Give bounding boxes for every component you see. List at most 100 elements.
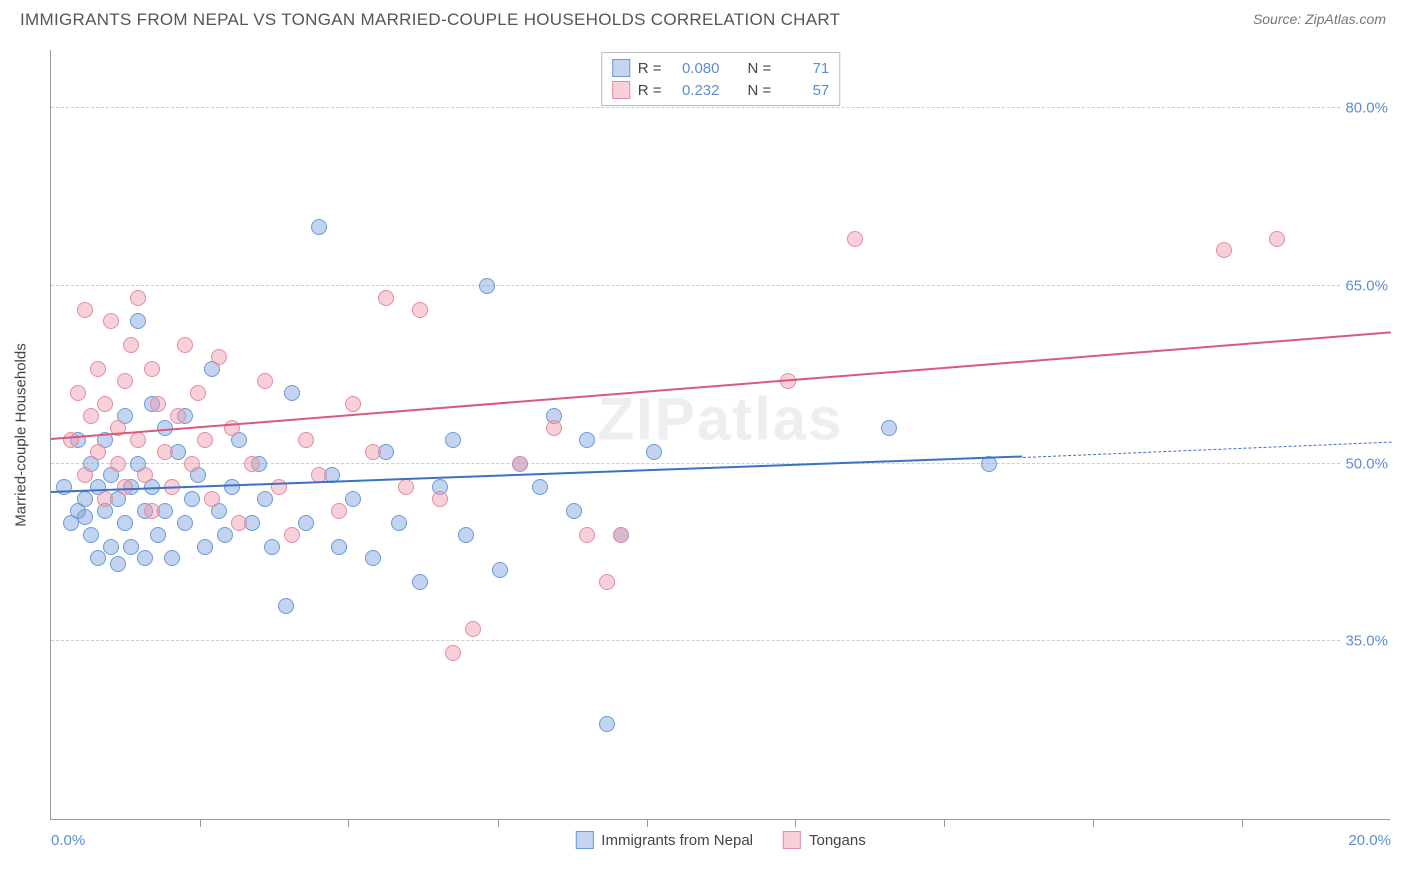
legend-swatch (612, 81, 630, 99)
data-point (412, 302, 428, 318)
legend-r-value: 0.232 (670, 82, 720, 99)
y-tick-label: 65.0% (1341, 277, 1392, 294)
data-point (224, 479, 240, 495)
data-point (110, 556, 126, 572)
data-point (445, 432, 461, 448)
legend-series-item: Immigrants from Nepal (575, 831, 753, 849)
watermark: ZIPatlas (597, 385, 843, 454)
data-point (144, 503, 160, 519)
data-point (77, 491, 93, 507)
x-tick (795, 819, 796, 827)
data-point (398, 479, 414, 495)
data-point (378, 290, 394, 306)
data-point (63, 432, 79, 448)
data-point (90, 444, 106, 460)
x-tick (1242, 819, 1243, 827)
data-point (184, 491, 200, 507)
data-point (492, 562, 508, 578)
data-point (83, 527, 99, 543)
data-point (177, 337, 193, 353)
data-point (284, 527, 300, 543)
data-point (137, 467, 153, 483)
gridline (51, 107, 1390, 108)
data-point (197, 432, 213, 448)
data-point (532, 479, 548, 495)
data-point (579, 527, 595, 543)
x-tick (647, 819, 648, 827)
data-point (90, 550, 106, 566)
data-point (150, 396, 166, 412)
data-point (298, 432, 314, 448)
y-tick-label: 35.0% (1341, 633, 1392, 650)
data-point (579, 432, 595, 448)
gridline (51, 285, 1390, 286)
source-prefix: Source: (1253, 11, 1305, 27)
data-point (311, 219, 327, 235)
data-point (479, 278, 495, 294)
data-point (177, 515, 193, 531)
legend-stats: R =0.080N =71R =0.232N =57 (601, 52, 841, 106)
data-point (150, 527, 166, 543)
data-point (70, 385, 86, 401)
data-point (412, 574, 428, 590)
trend-line-extrapolated (1022, 441, 1391, 457)
data-point (130, 432, 146, 448)
data-point (465, 621, 481, 637)
data-point (566, 503, 582, 519)
data-point (137, 550, 153, 566)
data-point (103, 539, 119, 555)
legend-r-value: 0.080 (670, 60, 720, 77)
data-point (110, 456, 126, 472)
legend-n-value: 71 (779, 60, 829, 77)
y-tick-label: 50.0% (1341, 455, 1392, 472)
data-point (599, 574, 615, 590)
data-point (83, 408, 99, 424)
legend-stat-row: R =0.232N =57 (612, 79, 830, 101)
data-point (157, 444, 173, 460)
x-tick (348, 819, 349, 827)
data-point (365, 444, 381, 460)
legend-series-label: Tongans (809, 832, 866, 849)
data-point (190, 385, 206, 401)
y-axis-label: Married-couple Households (13, 343, 30, 526)
data-point (331, 503, 347, 519)
legend-series-item: Tongans (783, 831, 866, 849)
data-point (264, 539, 280, 555)
data-point (257, 373, 273, 389)
data-point (847, 231, 863, 247)
data-point (231, 515, 247, 531)
data-point (432, 491, 448, 507)
data-point (345, 396, 361, 412)
data-point (284, 385, 300, 401)
legend-r-label: R = (638, 60, 662, 77)
data-point (130, 313, 146, 329)
data-point (217, 527, 233, 543)
data-point (117, 515, 133, 531)
source-attribution: Source: ZipAtlas.com (1253, 11, 1386, 29)
legend-n-label: N = (748, 60, 772, 77)
data-point (331, 539, 347, 555)
legend-n-value: 57 (779, 82, 829, 99)
data-point (278, 598, 294, 614)
data-point (97, 491, 113, 507)
data-point (164, 550, 180, 566)
data-point (391, 515, 407, 531)
data-point (458, 527, 474, 543)
data-point (170, 408, 186, 424)
data-point (546, 420, 562, 436)
x-tick (498, 819, 499, 827)
y-tick-label: 80.0% (1341, 100, 1392, 117)
data-point (365, 550, 381, 566)
data-point (257, 491, 273, 507)
data-point (117, 373, 133, 389)
data-point (1216, 242, 1232, 258)
data-point (56, 479, 72, 495)
legend-swatch (575, 831, 593, 849)
data-point (90, 361, 106, 377)
legend-n-label: N = (748, 82, 772, 99)
data-point (445, 645, 461, 661)
data-point (77, 467, 93, 483)
data-point (184, 456, 200, 472)
chart-title: IMMIGRANTS FROM NEPAL VS TONGAN MARRIED-… (20, 10, 840, 30)
data-point (103, 313, 119, 329)
